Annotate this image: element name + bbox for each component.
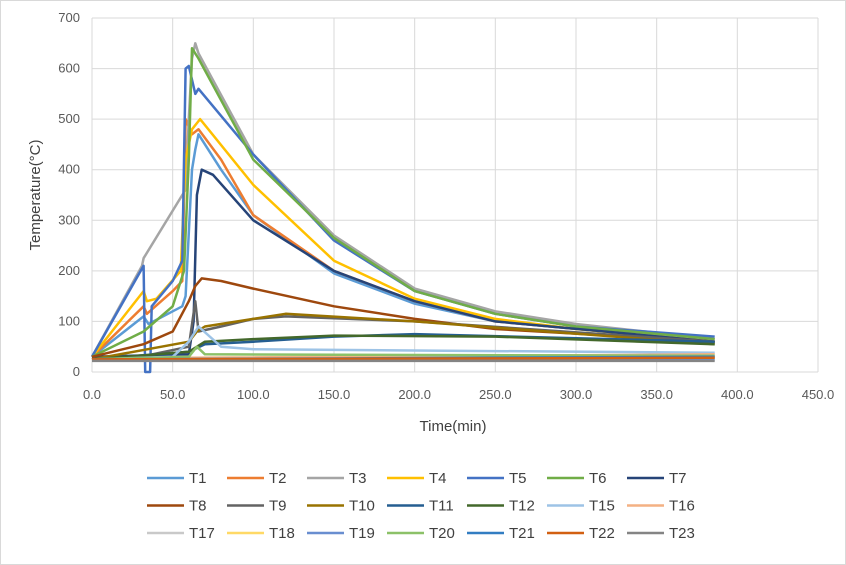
y-tick-label: 0 bbox=[73, 364, 80, 379]
legend-label: T9 bbox=[269, 498, 287, 515]
y-axis-label: Temperature(°C) bbox=[27, 139, 44, 250]
legend-label: T22 bbox=[589, 525, 615, 542]
legend-label: T1 bbox=[189, 470, 207, 487]
series-lines bbox=[90, 42, 715, 374]
legend-label: T23 bbox=[669, 525, 695, 542]
legend-label: T7 bbox=[669, 470, 687, 487]
series-line-t4 bbox=[91, 117, 715, 358]
x-tick-label: 0.0 bbox=[83, 387, 101, 402]
y-tick-label: 100 bbox=[58, 313, 80, 328]
legend-label: T21 bbox=[509, 525, 535, 542]
legend-label: T11 bbox=[429, 498, 454, 515]
x-tick-label: 100.0 bbox=[237, 387, 270, 402]
x-tick-label: 50.0 bbox=[160, 387, 185, 402]
legend-label: T8 bbox=[189, 498, 207, 515]
legend-label: T10 bbox=[349, 498, 375, 515]
series-line-t22 bbox=[91, 356, 715, 361]
x-tick-label: 250.0 bbox=[479, 387, 512, 402]
series-line-t8 bbox=[91, 277, 715, 359]
series-line-t9 bbox=[91, 299, 715, 361]
y-tick-label: 700 bbox=[58, 10, 80, 25]
series-line-t20 bbox=[91, 345, 715, 361]
legend-label: T12 bbox=[509, 498, 535, 515]
legend: T1 T2 T3 T4 T5 T6 T7 T8 T9 T10 T11 T12 T15 T16 T17 T18 T… bbox=[147, 470, 695, 542]
legend-label: T2 bbox=[269, 470, 287, 487]
x-tick-label: 300.0 bbox=[560, 387, 593, 402]
series-line-t6 bbox=[91, 47, 715, 358]
tick-labels: 0 100 200 300 400 500 600 700 0.0 50.0 100.0 150.0 2… bbox=[58, 10, 834, 402]
legend-label: T16 bbox=[669, 498, 695, 515]
y-tick-label: 600 bbox=[58, 61, 80, 76]
y-tick-label: 200 bbox=[58, 263, 80, 278]
x-tick-label: 450.0 bbox=[802, 387, 835, 402]
y-tick-label: 300 bbox=[58, 212, 80, 227]
legend-label: T3 bbox=[349, 470, 367, 487]
legend-label: T17 bbox=[189, 525, 215, 542]
legend-label: T6 bbox=[589, 470, 607, 487]
legend-label: T18 bbox=[269, 525, 295, 542]
legend-label: T15 bbox=[589, 498, 615, 515]
y-tick-label: 500 bbox=[58, 111, 80, 126]
series-line-t12 bbox=[91, 334, 715, 361]
legend-label: T19 bbox=[349, 525, 375, 542]
x-tick-label: 400.0 bbox=[721, 387, 754, 402]
x-tick-label: 150.0 bbox=[318, 387, 351, 402]
x-tick-label: 200.0 bbox=[398, 387, 431, 402]
legend-label: T4 bbox=[429, 470, 447, 487]
x-axis-label: Time(min) bbox=[420, 418, 487, 435]
series-line-t3 bbox=[90, 42, 715, 358]
x-tick-label: 350.0 bbox=[640, 387, 673, 402]
legend-label: T5 bbox=[509, 470, 527, 487]
y-tick-label: 400 bbox=[58, 162, 80, 177]
legend-label: T20 bbox=[429, 525, 455, 542]
